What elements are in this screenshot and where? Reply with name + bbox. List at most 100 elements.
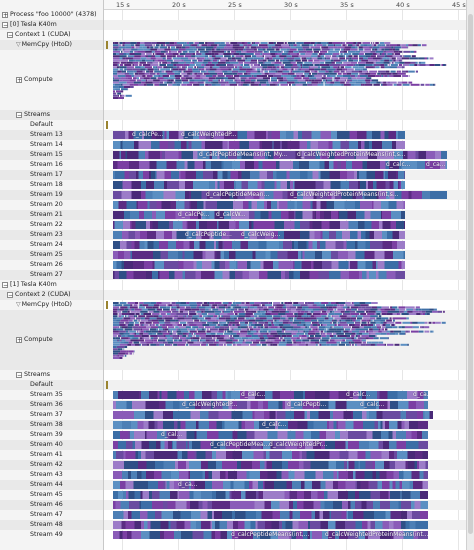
stream-kernel-lane[interactable]: d_calcPeptideMeans(int,... d_calcWeighted… (113, 531, 428, 539)
timeline-pane[interactable]: 15 s 20 s 25 s 30 s 35 s 40 s 45 s d_calcPe...… (104, 0, 466, 550)
tree-row-stream-37[interactable]: Stream 37 (0, 410, 103, 420)
tree-row-label: Stream 40 (30, 441, 63, 448)
collapse-icon[interactable]: − (2, 282, 9, 289)
kernel-label: d_calcW... (216, 211, 246, 218)
time-gridline (290, 10, 291, 550)
memcpy-marker[interactable] (106, 41, 108, 49)
tree-row-process-foo-10000-4378[interactable]: + Process "foo 10000" (4378) (0, 10, 103, 20)
tree-row-stream-43[interactable]: Stream 43 (0, 470, 103, 480)
tree-row-memcpy-htod[interactable]: ▽MemCpy (HtoD) (0, 40, 103, 50)
stream-kernel-lane[interactable]: d_ca... (113, 481, 428, 489)
expand-icon[interactable]: + (16, 77, 23, 84)
tree-row-streams[interactable]: − Streams (0, 110, 103, 120)
tree-row-compute[interactable]: + Compute (0, 310, 103, 370)
stream-kernel-lane[interactable] (113, 251, 405, 259)
stream-kernel-lane[interactable] (113, 491, 428, 499)
expand-icon[interactable]: + (2, 12, 9, 19)
stream-kernel-lane[interactable]: d_calcPe... d_calcW... (113, 211, 405, 219)
vertical-scrollbar-thumb[interactable] (468, 14, 473, 534)
collapse-icon[interactable]: − (7, 292, 14, 299)
tree-row-stream-15[interactable]: Stream 15 (0, 150, 103, 160)
time-ruler[interactable]: 15 s 20 s 25 s 30 s 35 s 40 s 45 s (104, 0, 466, 10)
tree-row-context-2-cuda[interactable]: − Context 2 (CUDA) (0, 290, 103, 300)
expand-icon[interactable]: + (16, 337, 23, 344)
stream-kernel-lane[interactable] (113, 451, 428, 459)
stream-kernel-lane[interactable]: d_calc... d_ca... (113, 161, 447, 169)
collapse-icon[interactable]: − (16, 372, 23, 379)
vertical-scrollbar[interactable] (466, 0, 474, 550)
tree-row-1-tesla-k40m[interactable]: − [1] Tesla K40m (0, 280, 103, 290)
compute-overview-graph[interactable] (113, 42, 463, 114)
time-gridline (122, 10, 123, 550)
kernel-label: d_ca... (178, 481, 198, 488)
stream-kernel-lane[interactable] (113, 171, 405, 179)
collapse-icon[interactable]: − (7, 32, 14, 39)
stream-kernel-lane[interactable]: d_calcPeptideMean... d_calcWeightedProtei… (113, 191, 447, 199)
tree-row-0-tesla-k40m[interactable]: − [0] Tesla K40m (0, 20, 103, 30)
tree-row-stream-23[interactable]: Stream 23 (0, 230, 103, 240)
tree-row-stream-40[interactable]: Stream 40 (0, 440, 103, 450)
tree-row-memcpy-htod[interactable]: ▽MemCpy (HtoD) (0, 300, 103, 310)
tree-row-stream-41[interactable]: Stream 41 (0, 450, 103, 460)
stream-kernel-lane[interactable] (113, 501, 428, 509)
memcpy-marker[interactable] (106, 301, 108, 309)
stream-kernel-lane[interactable] (113, 141, 405, 149)
stream-kernel-lane[interactable]: d_calc... d_calc... d_ca... (113, 391, 428, 399)
stream-kernel-lane[interactable]: d_calcPeptideMeans(int, My... d_calcWeigh… (113, 151, 447, 159)
stream-kernel-lane[interactable]: d_calc... (113, 421, 428, 429)
tree-row-stream-36[interactable]: Stream 36 (0, 400, 103, 410)
tree-row-context-1-cuda[interactable]: − Context 1 (CUDA) (0, 30, 103, 40)
tree-row-stream-21[interactable]: Stream 21 (0, 210, 103, 220)
tree-row-compute[interactable]: + Compute (0, 50, 103, 110)
stream-kernel-lane[interactable]: d_calcWeightedP... d_calcPepti... d_calc..… (113, 401, 428, 409)
tree-row-stream-42[interactable]: Stream 42 (0, 460, 103, 470)
stream-kernel-lane[interactable] (113, 201, 405, 209)
memcpy-marker[interactable] (106, 381, 108, 389)
collapse-icon[interactable]: − (2, 22, 9, 29)
compute-overview-graph[interactable] (113, 302, 463, 374)
tree-row-label: Stream 43 (30, 471, 63, 478)
stream-kernel-lane[interactable] (113, 221, 405, 229)
tree-row-stream-48[interactable]: Stream 48 (0, 520, 103, 530)
tree-row-stream-45[interactable]: Stream 45 (0, 490, 103, 500)
tree-row-stream-13[interactable]: Stream 13 (0, 130, 103, 140)
stream-kernel-lane[interactable] (113, 461, 428, 469)
stream-kernel-lane[interactable] (113, 521, 428, 529)
stream-kernel-lane[interactable] (113, 181, 405, 189)
tree-row-stream-16[interactable]: Stream 16 (0, 160, 103, 170)
stream-kernel-lane[interactable]: d_calcPe... d_calcWeightedP... (113, 131, 405, 139)
stream-kernel-lane[interactable]: d_calcPeptide... d_calcWeig... (113, 231, 405, 239)
stream-kernel-lane[interactable]: d_cal... (113, 431, 428, 439)
tree-row-stream-24[interactable]: Stream 24 (0, 240, 103, 250)
tree-row-stream-39[interactable]: Stream 39 (0, 430, 103, 440)
tree-row-streams[interactable]: − Streams (0, 370, 103, 380)
tree-row-stream-25[interactable]: Stream 25 (0, 250, 103, 260)
tree-row-default[interactable]: Default (0, 120, 103, 130)
stream-kernel-lane[interactable] (113, 511, 428, 519)
stream-kernel-lane[interactable] (113, 471, 428, 479)
tree-row-stream-26[interactable]: Stream 26 (0, 260, 103, 270)
tree-row-stream-49[interactable]: Stream 49 (0, 530, 103, 540)
stream-kernel-lane[interactable] (113, 271, 405, 279)
tree-row-stream-44[interactable]: Stream 44 (0, 480, 103, 490)
stream-kernel-lane[interactable] (113, 241, 405, 249)
tree-row-stream-22[interactable]: Stream 22 (0, 220, 103, 230)
tree-row-default[interactable]: Default (0, 380, 103, 390)
tree-row-stream-20[interactable]: Stream 20 (0, 200, 103, 210)
memcpy-marker[interactable] (106, 121, 108, 129)
tree-row-stream-46[interactable]: Stream 46 (0, 500, 103, 510)
tree-row-stream-19[interactable]: Stream 19 (0, 190, 103, 200)
tree-row-stream-47[interactable]: Stream 47 (0, 510, 103, 520)
tree-row-stream-14[interactable]: Stream 14 (0, 140, 103, 150)
tree-row-stream-35[interactable]: Stream 35 (0, 390, 103, 400)
tree-row-stream-27[interactable]: Stream 27 (0, 270, 103, 280)
stream-kernel-lane[interactable] (113, 411, 433, 419)
tree-row-stream-38[interactable]: Stream 38 (0, 420, 103, 430)
stream-kernel-lane[interactable]: d_calcPeptideMea... d_calcWeightedPr... (113, 441, 428, 449)
stream-kernel-lane[interactable] (113, 261, 405, 269)
kernel-label: d_calc... (346, 391, 371, 398)
collapse-icon[interactable]: − (16, 112, 23, 119)
tree-row-stream-18[interactable]: Stream 18 (0, 180, 103, 190)
tree-row-stream-17[interactable]: Stream 17 (0, 170, 103, 180)
kernel-label: d_calcPeptideMeans(int,... (231, 531, 310, 538)
